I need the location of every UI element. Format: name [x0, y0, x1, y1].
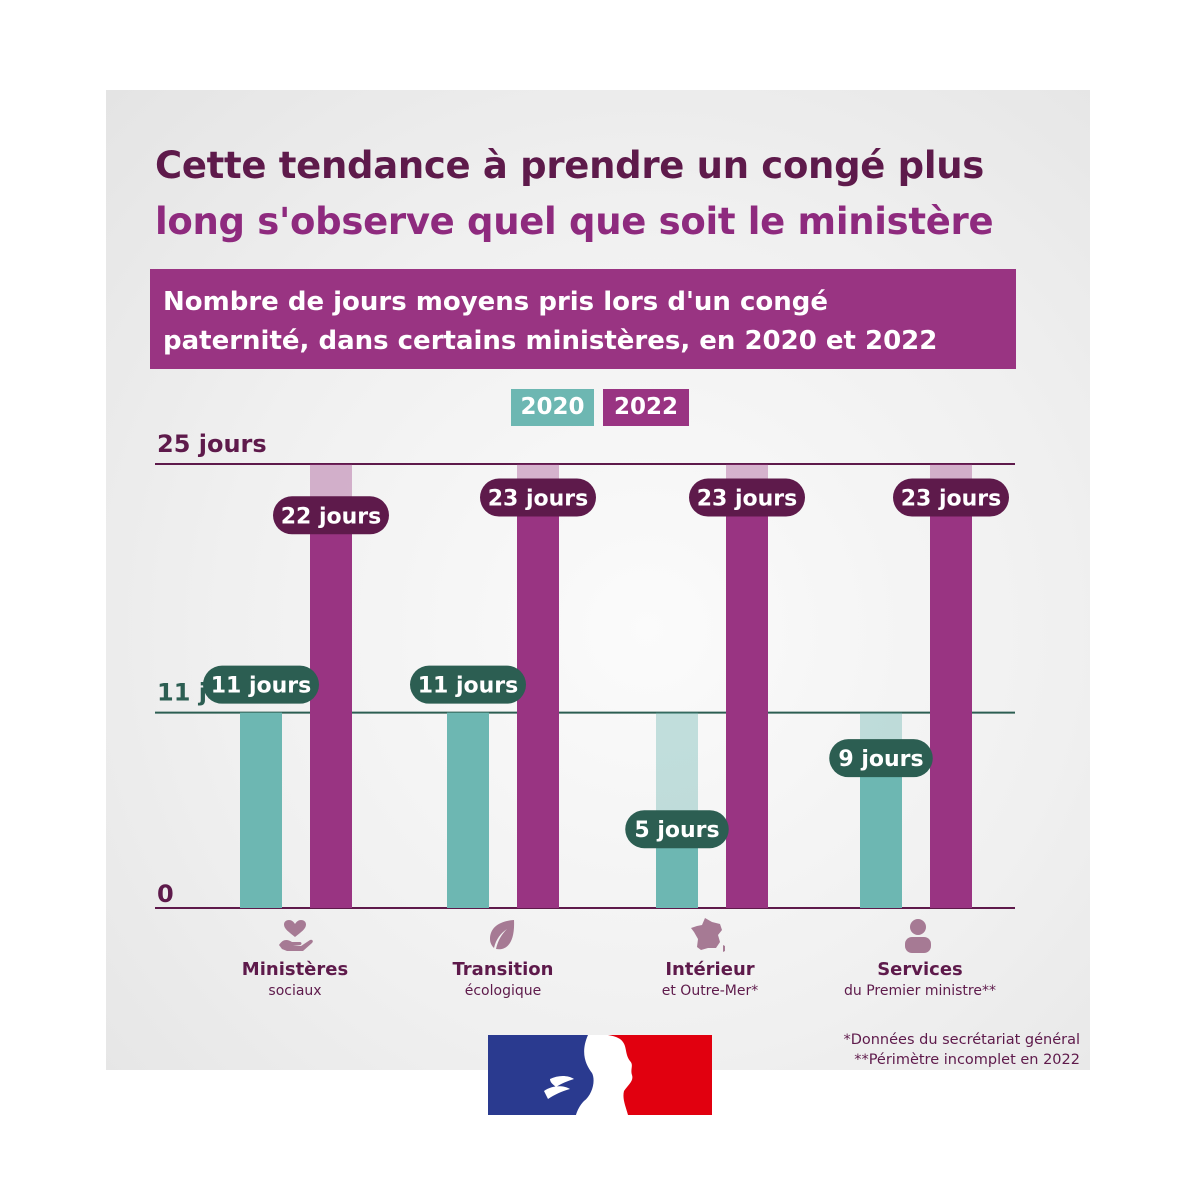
data-label-2020: 5 jours — [634, 818, 719, 843]
reference-line-label: 25 jours — [157, 430, 267, 458]
bar-2020-faded — [656, 712, 698, 820]
category-subname: sociaux — [268, 983, 322, 999]
footnote-2: **Périmètre incomplet en 2022 — [854, 1052, 1080, 1068]
category-name: Intérieur — [665, 959, 755, 980]
data-label-2022-bg — [689, 478, 805, 517]
category-subname: écologique — [464, 983, 542, 999]
category-name: Transition — [452, 959, 554, 980]
category-label-services-premier-ministre: Services du Premier ministre** — [810, 960, 1030, 1002]
bar-2022 — [930, 499, 972, 908]
category-label-transition-ecologique: Transition écologique — [393, 960, 613, 1002]
category-subname: et Outre-Mer* — [661, 983, 759, 999]
data-label-2020-bg — [829, 739, 933, 778]
chart-title-banner: Nombre de jours moyens pris lors d'un co… — [150, 269, 1016, 369]
data-label-2022-bg — [893, 478, 1009, 517]
person-icon — [905, 919, 931, 953]
category-name: Ministères — [241, 959, 349, 980]
france-map-icon — [691, 918, 725, 952]
category-label-interieur: Intérieur et Outre-Mer* — [600, 960, 820, 1002]
data-label-2022-bg — [273, 496, 389, 535]
data-label-2020: 11 jours — [418, 674, 519, 699]
bar-2020 — [240, 712, 282, 908]
data-label-2022: 22 jours — [281, 504, 382, 529]
footnotes: *Données du secrétariat général **Périmè… — [843, 1030, 1080, 1070]
bar-2022 — [726, 499, 768, 908]
data-label-2020-bg — [410, 665, 526, 704]
republique-francaise-logo — [488, 1035, 712, 1115]
data-label-2022: 23 jours — [697, 487, 798, 512]
category-subname: du Premier ministre** — [844, 983, 996, 999]
headline: Cette tendance à prendre un congé plus l… — [155, 138, 1055, 250]
data-label-2022: 23 jours — [488, 487, 589, 512]
chart-title-line-2: paternité, dans certains ministères, en … — [163, 326, 938, 356]
category-label-ministeres-sociaux: Ministères sociaux — [185, 960, 405, 1002]
chart-title-line-1: Nombre de jours moyens pris lors d'un co… — [163, 287, 829, 317]
data-label-2020-bg — [203, 665, 319, 704]
headline-line-2: long s'observe quel que soit le ministèr… — [155, 200, 994, 243]
data-label-2022-bg — [480, 478, 596, 517]
reference-line-label: 0 — [157, 880, 174, 908]
data-label-2020: 9 jours — [838, 747, 923, 772]
data-label-2020: 11 jours — [211, 674, 312, 699]
heart-hand-icon — [279, 920, 313, 951]
legend-2022: 2022 — [603, 389, 689, 426]
bar-2020 — [447, 712, 489, 908]
data-label-2022: 23 jours — [901, 487, 1002, 512]
leaf-icon — [490, 920, 515, 950]
footnote-1: *Données du secrétariat général — [843, 1032, 1080, 1048]
headline-line-1: Cette tendance à prendre un congé plus — [155, 144, 984, 187]
bar-2022 — [310, 517, 352, 908]
category-name: Services — [877, 959, 963, 980]
data-label-2020-bg — [625, 810, 729, 849]
bar-2022 — [517, 499, 559, 908]
legend-2020: 2020 — [511, 389, 594, 426]
